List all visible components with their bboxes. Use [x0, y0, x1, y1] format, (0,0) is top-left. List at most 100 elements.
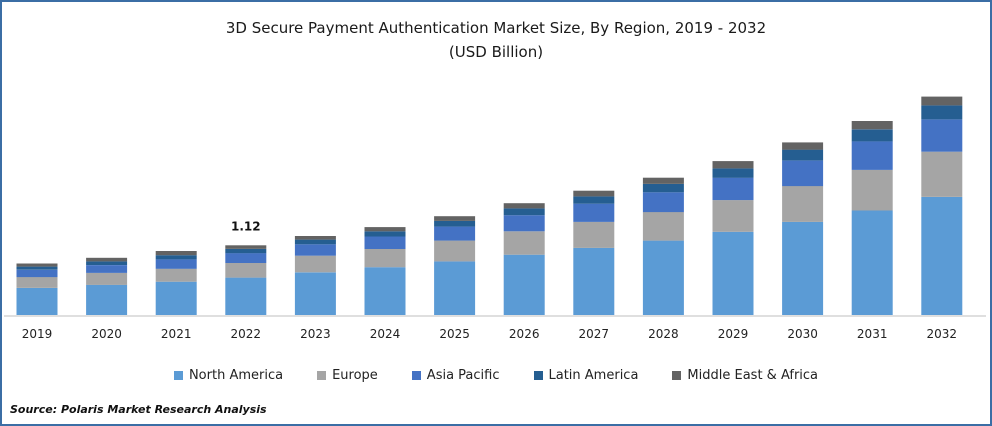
legend-swatch: [411, 371, 421, 380]
bar-segment-2032-1: [921, 151, 963, 197]
bar-segment-2026-4: [503, 203, 545, 209]
x-tick-label: 2019: [22, 327, 53, 341]
legend-swatch: [533, 371, 543, 380]
bar-segment-2027-4: [573, 190, 615, 197]
bar-segment-2019-0: [16, 288, 58, 315]
legend-item-0: North America: [173, 368, 284, 383]
legend-label: Latin America: [548, 368, 639, 383]
bar-segment-2019-1: [16, 277, 58, 288]
x-tick-label: 2030: [787, 327, 818, 341]
chart-legend: North America Europe Asia Pacific Latin Ame…: [0, 368, 992, 383]
bar-segment-2028-3: [642, 184, 684, 193]
bar-segment-2022-4: [225, 245, 267, 249]
bar-segment-2026-3: [503, 208, 545, 216]
bar-segment-2020-2: [86, 265, 128, 273]
bar-segment-2032-2: [921, 119, 963, 152]
bar-segment-2021-2: [155, 259, 197, 269]
bar-segment-2028-4: [642, 177, 684, 184]
bar-segment-2028-0: [642, 240, 684, 315]
bar-segment-2025-1: [434, 240, 476, 262]
bar-segment-2024-3: [364, 231, 406, 237]
bar-segment-2026-0: [503, 254, 545, 315]
bar-segment-2030-2: [782, 160, 824, 187]
bar-segment-2022-3: [225, 249, 267, 254]
bar-segment-2029-2: [712, 177, 754, 201]
bar-segment-2031-3: [851, 129, 893, 142]
chart-title: 3D Secure Payment Authentication Market …: [225, 19, 767, 37]
x-tick-label: 2020: [91, 327, 122, 341]
x-tick-label: 2029: [718, 327, 749, 341]
bar-segment-2024-4: [364, 227, 406, 232]
x-tick-label: 2031: [857, 327, 888, 341]
bar-segment-2031-1: [851, 169, 893, 211]
bar-segment-2021-4: [155, 251, 197, 256]
bar-segment-2021-1: [155, 268, 197, 282]
legend-label: Europe: [332, 368, 378, 383]
bar-segment-2027-1: [573, 221, 615, 248]
data-label: 1.12: [231, 219, 261, 233]
x-tick-label: 2025: [439, 327, 470, 341]
bar-segment-2031-2: [851, 141, 893, 170]
x-tick-label: 2032: [927, 327, 958, 341]
bar-segment-2024-0: [364, 267, 406, 315]
bar-segment-2019-2: [16, 269, 58, 278]
x-tick-label: 2023: [300, 327, 331, 341]
x-tick-label: 2021: [161, 327, 192, 341]
legend-swatch: [672, 371, 682, 380]
bar-segment-2019-4: [16, 263, 58, 267]
bar-segment-2030-0: [782, 221, 824, 315]
bar-segment-2029-3: [712, 168, 754, 178]
bar-segment-2023-0: [294, 272, 336, 315]
source-note: Source: Polaris Market Research Analysis: [10, 403, 267, 416]
bar-segment-2029-1: [712, 200, 754, 232]
bar-segment-2023-2: [294, 244, 336, 256]
legend-item-2: Asia Pacific: [411, 368, 500, 383]
x-tick-label: 2024: [370, 327, 401, 341]
bar-segment-2031-4: [851, 121, 893, 130]
bar-segment-2025-0: [434, 261, 476, 315]
x-tick-label: 2028: [648, 327, 679, 341]
legend-swatch: [317, 371, 327, 380]
x-tick-label: 2022: [231, 327, 262, 341]
legend-item-4: Middle East & Africa: [672, 368, 818, 383]
bar-segment-2024-2: [364, 236, 406, 249]
bar-segment-2028-2: [642, 192, 684, 213]
bar-segment-2026-2: [503, 215, 545, 232]
bar-segment-2030-3: [782, 149, 824, 161]
bar-segment-2024-1: [364, 249, 406, 268]
bar-segment-2027-3: [573, 196, 615, 204]
legend-label: North America: [188, 368, 284, 383]
bar-segment-2022-0: [225, 277, 267, 315]
bar-segment-2023-1: [294, 255, 336, 273]
x-tick-label: 2026: [509, 327, 540, 341]
bar-segment-2027-0: [573, 247, 615, 315]
bar-segment-2028-1: [642, 212, 684, 241]
bar-segment-2025-3: [434, 220, 476, 227]
bar-segment-2021-0: [155, 281, 197, 315]
legend-label: Asia Pacific: [426, 368, 500, 383]
x-tick-label: 2027: [579, 327, 610, 341]
bar-segment-2020-4: [86, 257, 128, 262]
bar-segment-2025-2: [434, 226, 476, 241]
bar-segment-2026-1: [503, 231, 545, 255]
chart-subtitle: (USD Billion): [448, 43, 544, 61]
bar-segment-2025-4: [434, 216, 476, 221]
bar-segment-2023-4: [294, 236, 336, 240]
legend-item-1: Europe: [317, 368, 378, 383]
bar-segment-2023-3: [294, 239, 336, 245]
bar-segment-2030-4: [782, 142, 824, 150]
bar-segment-2027-2: [573, 203, 615, 222]
bar-segment-2029-4: [712, 161, 754, 169]
bar-segment-2020-1: [86, 272, 128, 285]
legend-swatch: [173, 371, 183, 380]
bar-segment-2031-0: [851, 210, 893, 315]
bar-segment-2032-3: [921, 105, 963, 120]
bar-segment-2021-3: [155, 255, 197, 260]
legend-item-3: Latin America: [533, 368, 639, 383]
bar-segment-2019-3: [16, 266, 58, 270]
bar-segment-2020-3: [86, 261, 128, 265]
bar-segment-2029-0: [712, 231, 754, 315]
bar-segment-2020-0: [86, 284, 128, 315]
